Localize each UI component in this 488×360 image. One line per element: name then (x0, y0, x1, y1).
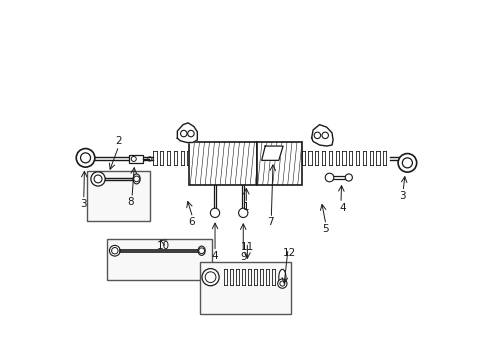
Circle shape (91, 172, 105, 186)
Circle shape (109, 246, 120, 256)
Text: 5: 5 (321, 224, 328, 234)
Text: 3: 3 (398, 191, 405, 201)
Text: 8: 8 (127, 197, 134, 207)
Circle shape (76, 149, 95, 167)
Circle shape (345, 174, 352, 181)
Text: 3: 3 (80, 199, 86, 209)
Bar (257, 142, 301, 185)
Ellipse shape (278, 269, 285, 285)
Polygon shape (177, 123, 197, 143)
Bar (189, 142, 257, 185)
Bar (129, 155, 143, 163)
Polygon shape (311, 125, 332, 146)
Circle shape (277, 279, 286, 288)
Text: 12: 12 (282, 248, 295, 258)
Bar (87, 171, 149, 221)
Ellipse shape (198, 246, 205, 255)
Text: 4: 4 (339, 203, 346, 213)
Circle shape (238, 208, 247, 217)
Text: 10: 10 (156, 241, 169, 251)
Ellipse shape (133, 174, 140, 184)
Circle shape (202, 269, 219, 286)
Text: 7: 7 (267, 217, 273, 227)
Circle shape (397, 154, 416, 172)
Circle shape (210, 208, 219, 217)
Circle shape (325, 173, 333, 182)
Bar (200, 262, 290, 314)
Text: 1: 1 (243, 202, 249, 212)
Text: 6: 6 (188, 217, 195, 227)
Text: 9: 9 (240, 252, 246, 262)
Text: 4: 4 (211, 251, 218, 261)
Polygon shape (261, 146, 283, 160)
Text: 11: 11 (240, 242, 253, 252)
Bar (107, 239, 212, 280)
Text: 2: 2 (115, 136, 122, 147)
